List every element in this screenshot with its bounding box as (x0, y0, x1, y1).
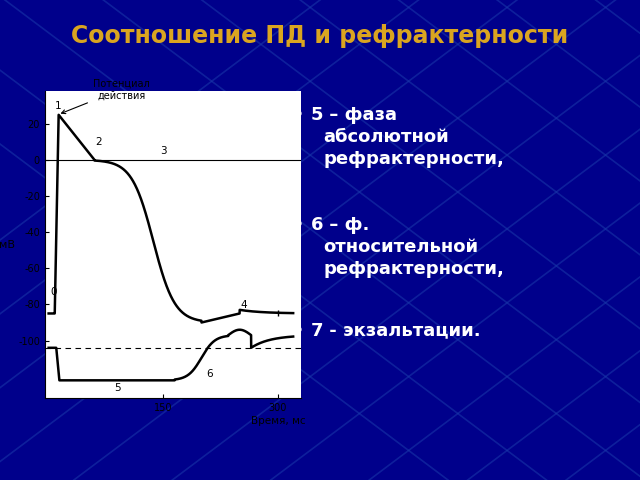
Text: 3: 3 (160, 146, 166, 156)
Text: •: • (291, 106, 304, 125)
Text: 7: 7 (310, 322, 323, 340)
Text: Потенциал
действия: Потенциал действия (61, 79, 150, 114)
Text: 0: 0 (50, 288, 56, 298)
Text: 1: 1 (54, 101, 61, 111)
Text: 2: 2 (95, 137, 102, 147)
Text: 5: 5 (114, 383, 121, 393)
Text: – фаза
абсолютной
рефрактерности,: – фаза абсолютной рефрактерности, (323, 106, 504, 168)
Text: 6: 6 (206, 369, 212, 379)
X-axis label: Время, мс: Время, мс (252, 416, 306, 426)
Text: •: • (291, 216, 304, 235)
Text: Соотношение ПД и рефрактерности: Соотношение ПД и рефрактерности (72, 24, 568, 48)
Text: •: • (291, 322, 304, 341)
Text: 4: 4 (240, 300, 247, 310)
Text: 5: 5 (310, 106, 323, 123)
Text: 6: 6 (310, 216, 323, 234)
Text: - экзальтации.: - экзальтации. (323, 322, 481, 340)
Text: – ф.
относительной
рефрактерности,: – ф. относительной рефрактерности, (323, 216, 504, 278)
Y-axis label: мВ: мВ (0, 240, 15, 250)
